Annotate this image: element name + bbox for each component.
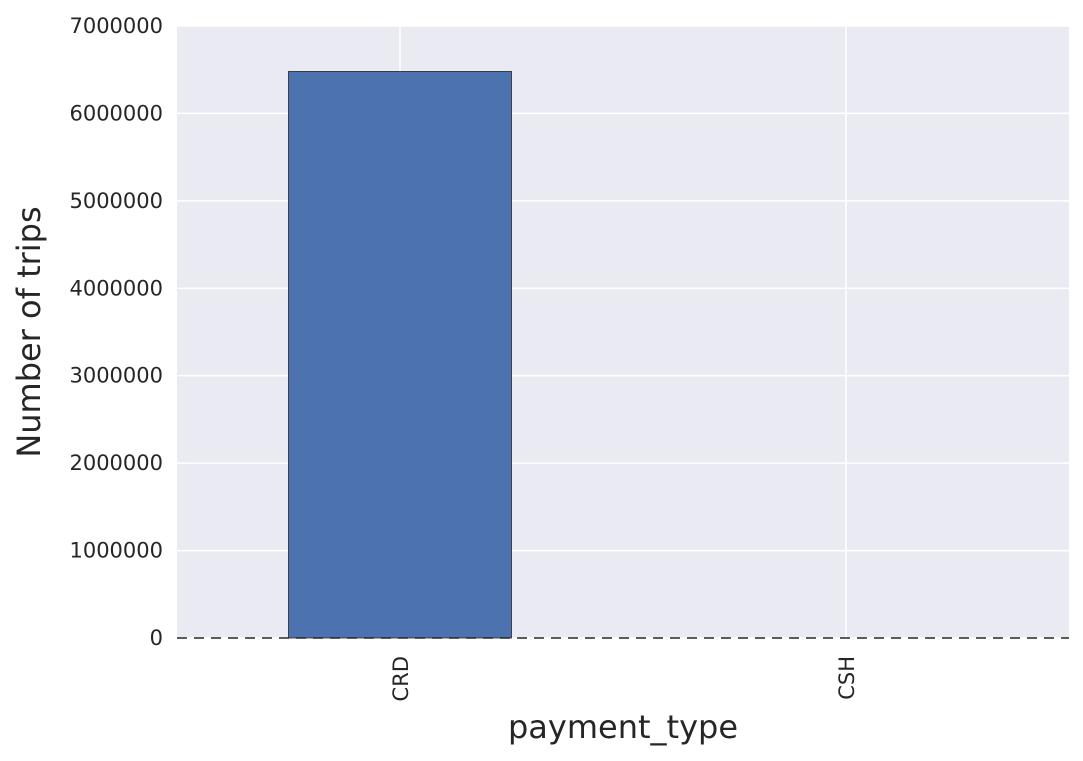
y-tick-label: 2000000 — [69, 451, 163, 475]
x-tick-label: CSH — [835, 656, 859, 700]
x-tick-label: CRD — [389, 656, 413, 701]
y-tick-label: 6000000 — [69, 101, 163, 125]
y-tick-label: 0 — [150, 626, 163, 650]
x-tick-labels: CRD CSH — [389, 656, 859, 701]
y-tick-labels: 0 1000000 2000000 3000000 4000000 5000000 6000… — [69, 14, 163, 650]
bars — [288, 71, 512, 639]
y-tick-label: 4000000 — [69, 276, 163, 300]
y-tick-label: 7000000 — [69, 14, 163, 38]
y-tick-label: 3000000 — [69, 364, 163, 388]
y-tick-label: 1000000 — [69, 539, 163, 563]
x-axis-title: payment_type — [508, 708, 738, 746]
bar-crd — [288, 71, 512, 639]
y-axis-title: Number of trips — [10, 206, 48, 457]
y-tick-label: 5000000 — [69, 189, 163, 213]
